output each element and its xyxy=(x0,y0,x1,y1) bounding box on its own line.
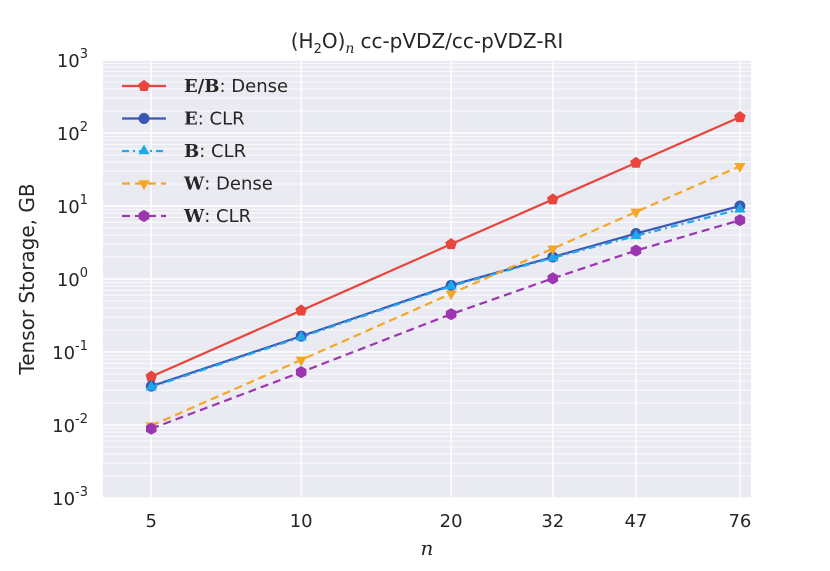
y-tick-label: 102 xyxy=(57,120,88,145)
y-tick-label: 10-3 xyxy=(52,485,88,510)
data-point xyxy=(630,244,642,257)
x-tick-label: 32 xyxy=(541,511,564,532)
legend: E/B: Dense E: CLR B: CLR W: Dense W: CLR xyxy=(122,76,288,227)
y-tick-label: 10-2 xyxy=(52,412,88,437)
data-point xyxy=(546,193,559,205)
y-tick-label: 101 xyxy=(57,193,88,218)
data-point xyxy=(734,202,746,213)
data-point xyxy=(734,214,746,227)
legend-label: W: Dense xyxy=(183,174,273,195)
x-tick-label: 20 xyxy=(440,511,463,532)
data-point xyxy=(547,272,559,285)
data-point xyxy=(547,251,559,262)
legend-marker xyxy=(138,144,150,155)
legend-item: W: CLR xyxy=(122,206,251,227)
legend-label: E/B: Dense xyxy=(184,76,288,97)
grid xyxy=(103,59,751,499)
data-point xyxy=(630,208,642,219)
data-point xyxy=(445,238,457,250)
data-point xyxy=(146,422,157,435)
data-point xyxy=(630,229,642,240)
x-tick-label: 47 xyxy=(624,511,647,532)
series-line xyxy=(150,116,741,378)
data-point xyxy=(445,279,457,290)
y-tick-label: 100 xyxy=(57,266,88,291)
data-point xyxy=(145,380,157,391)
data-point xyxy=(445,308,457,321)
data-point xyxy=(445,290,457,301)
y-axis-label: Tensor Storage, GB xyxy=(15,183,39,375)
data-point xyxy=(295,356,307,367)
series-layer xyxy=(145,111,746,435)
legend-marker xyxy=(138,113,150,124)
legend-marker xyxy=(138,79,150,91)
data-point xyxy=(630,156,642,168)
series-4 xyxy=(145,163,746,433)
series-line xyxy=(150,219,741,430)
y-tick-label: 10-1 xyxy=(52,339,88,364)
series-1 xyxy=(145,111,746,382)
data-point xyxy=(295,366,307,379)
legend-marker xyxy=(138,180,150,191)
data-point xyxy=(295,304,308,316)
data-point xyxy=(295,330,307,341)
legend-marker xyxy=(138,209,150,223)
legend-label: B: CLR xyxy=(184,141,246,162)
series-line xyxy=(150,165,741,427)
legend-item: E/B: Dense xyxy=(122,76,288,97)
data-point xyxy=(734,111,746,123)
series-5 xyxy=(146,214,746,435)
legend-item: W: Dense xyxy=(122,174,273,195)
data-point xyxy=(734,163,746,173)
legend-item: E: CLR xyxy=(122,109,245,130)
legend-label: E: CLR xyxy=(184,109,245,130)
legend-item: B: CLR xyxy=(122,141,246,162)
data-point xyxy=(547,245,559,256)
y-tick-label: 103 xyxy=(57,47,88,72)
chart-title: (H2O)n cc-pVDZ/cc-pVDZ-RI xyxy=(291,29,563,57)
x-tick-label: 5 xyxy=(146,511,157,532)
x-axis-label: n xyxy=(421,536,434,560)
tick-labels: 5 10 20 32 47 76 10-3 10-2 10-1 100 101 102 103 xyxy=(52,47,751,532)
legend-label: W: CLR xyxy=(183,206,251,227)
x-tick-label: 10 xyxy=(290,511,313,532)
x-tick-label: 76 xyxy=(728,511,751,532)
